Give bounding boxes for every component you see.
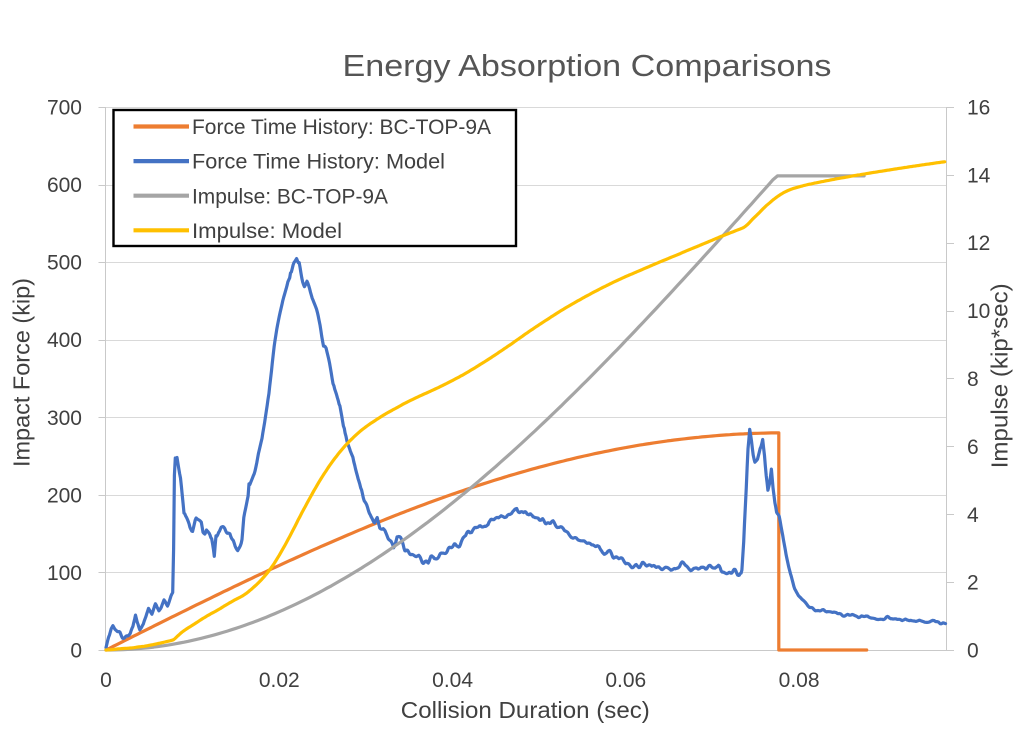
svg-text:400: 400 bbox=[47, 329, 82, 352]
svg-text:8: 8 bbox=[967, 368, 979, 391]
svg-text:300: 300 bbox=[47, 407, 82, 430]
svg-text:500: 500 bbox=[47, 252, 82, 275]
svg-text:4: 4 bbox=[967, 504, 979, 527]
svg-text:0.08: 0.08 bbox=[779, 669, 820, 692]
svg-text:0.04: 0.04 bbox=[432, 669, 473, 692]
svg-text:10: 10 bbox=[967, 300, 990, 323]
svg-text:0: 0 bbox=[100, 669, 112, 692]
svg-text:Impulse (kip*sec): Impulse (kip*sec) bbox=[987, 283, 1013, 468]
svg-text:2: 2 bbox=[967, 572, 979, 595]
svg-text:Force Time History: Model: Force Time History: Model bbox=[192, 150, 445, 174]
svg-text:Impact Force (kip): Impact Force (kip) bbox=[9, 278, 35, 467]
svg-text:Energy Absorption Comparisons: Energy Absorption Comparisons bbox=[343, 48, 832, 83]
svg-text:600: 600 bbox=[47, 174, 82, 197]
svg-text:14: 14 bbox=[967, 164, 991, 187]
svg-text:0.06: 0.06 bbox=[605, 669, 646, 692]
svg-text:6: 6 bbox=[967, 436, 979, 459]
svg-text:16: 16 bbox=[967, 97, 990, 120]
svg-text:200: 200 bbox=[47, 484, 82, 507]
svg-text:100: 100 bbox=[47, 562, 82, 585]
svg-text:700: 700 bbox=[47, 97, 82, 120]
svg-text:Impulse: BC-TOP-9A: Impulse: BC-TOP-9A bbox=[192, 184, 389, 208]
svg-text:Force Time History: BC-TOP-9A: Force Time History: BC-TOP-9A bbox=[192, 115, 492, 139]
svg-text:0: 0 bbox=[967, 640, 979, 663]
svg-text:12: 12 bbox=[967, 232, 990, 255]
svg-text:Impulse: Model: Impulse: Model bbox=[192, 219, 342, 243]
svg-text:0.02: 0.02 bbox=[259, 669, 300, 692]
svg-text:0: 0 bbox=[70, 640, 82, 663]
svg-text:Collision Duration (sec): Collision Duration (sec) bbox=[401, 697, 650, 723]
